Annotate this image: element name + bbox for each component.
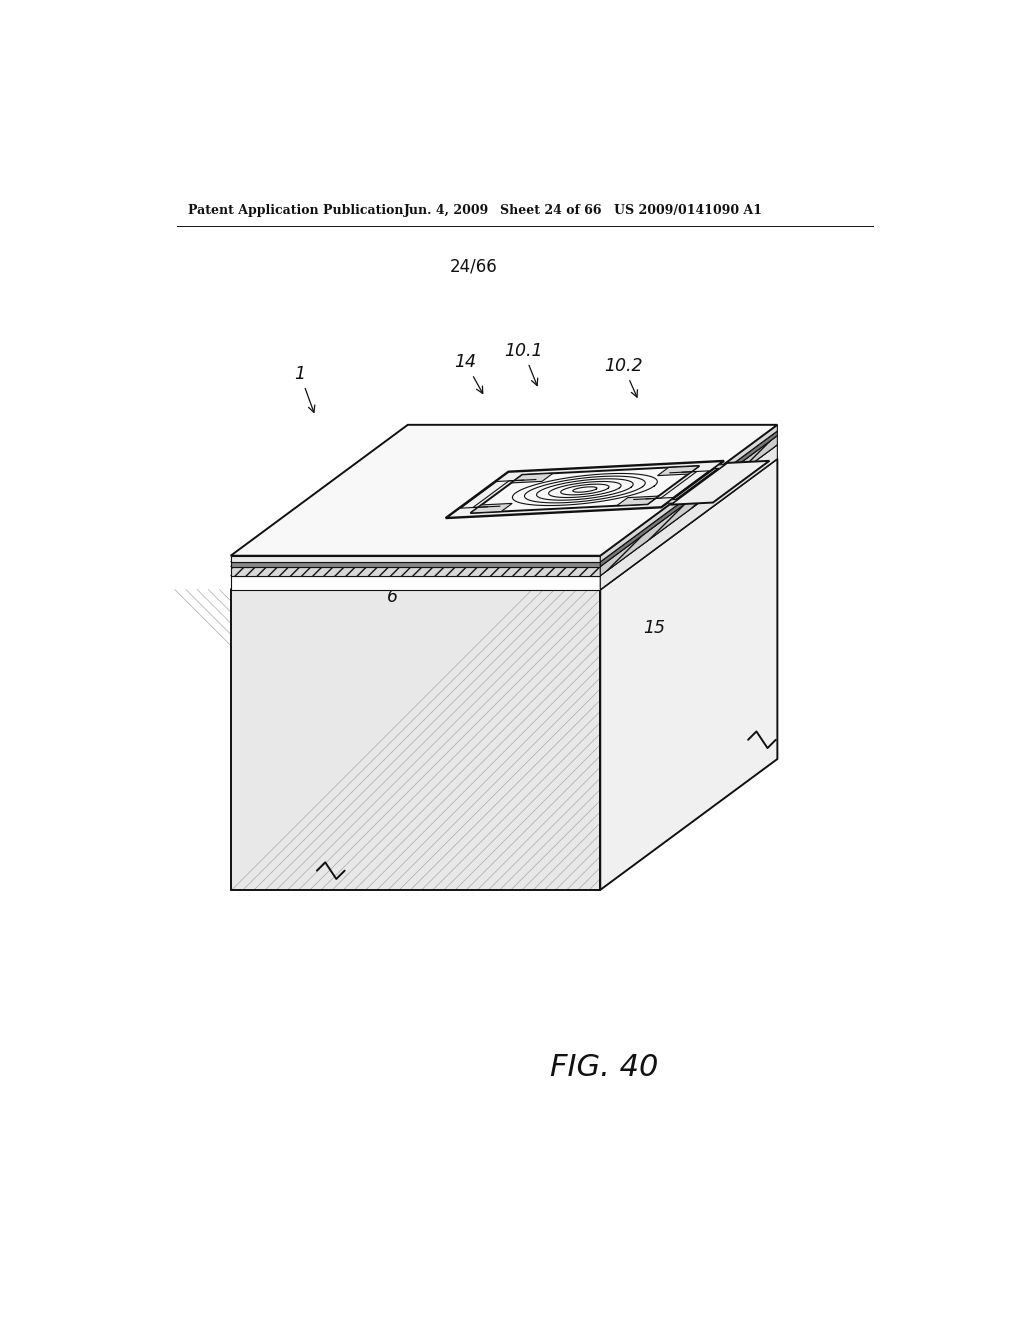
Polygon shape bbox=[230, 436, 777, 566]
Polygon shape bbox=[657, 466, 699, 475]
Polygon shape bbox=[600, 436, 777, 576]
Polygon shape bbox=[445, 461, 724, 517]
Text: 24/66: 24/66 bbox=[451, 257, 498, 275]
Polygon shape bbox=[600, 425, 777, 562]
Text: 15: 15 bbox=[643, 619, 666, 638]
Polygon shape bbox=[671, 461, 769, 504]
Text: FIG. 40: FIG. 40 bbox=[550, 1052, 658, 1081]
Polygon shape bbox=[600, 445, 777, 590]
Polygon shape bbox=[470, 466, 699, 513]
Polygon shape bbox=[230, 556, 600, 562]
Text: 10.2: 10.2 bbox=[604, 358, 643, 397]
Polygon shape bbox=[230, 459, 777, 590]
Polygon shape bbox=[230, 430, 777, 562]
Polygon shape bbox=[230, 425, 777, 556]
Polygon shape bbox=[600, 459, 777, 890]
Polygon shape bbox=[714, 465, 725, 469]
Polygon shape bbox=[230, 562, 600, 566]
Polygon shape bbox=[600, 430, 777, 566]
Polygon shape bbox=[230, 566, 600, 576]
Text: Patent Application Publication: Patent Application Publication bbox=[188, 205, 403, 218]
Text: Sheet 24 of 66: Sheet 24 of 66 bbox=[500, 205, 602, 218]
Text: US 2009/0141090 A1: US 2009/0141090 A1 bbox=[614, 205, 762, 218]
Polygon shape bbox=[667, 499, 678, 503]
Text: 10.1: 10.1 bbox=[504, 342, 543, 385]
Polygon shape bbox=[511, 474, 553, 483]
Polygon shape bbox=[230, 445, 777, 576]
Polygon shape bbox=[230, 590, 600, 890]
Text: 14: 14 bbox=[455, 354, 482, 393]
Text: 15: 15 bbox=[334, 557, 357, 583]
Text: 6: 6 bbox=[387, 589, 398, 606]
Text: Jun. 4, 2009: Jun. 4, 2009 bbox=[403, 205, 489, 218]
Polygon shape bbox=[616, 496, 658, 506]
Polygon shape bbox=[230, 576, 600, 590]
Text: 1: 1 bbox=[295, 366, 314, 412]
Polygon shape bbox=[470, 503, 512, 513]
